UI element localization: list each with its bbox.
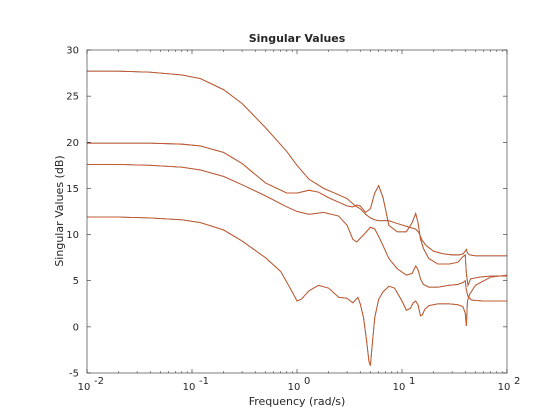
x-tick-label-1: 10 [78, 382, 91, 393]
series-line-1 [87, 70, 507, 257]
x-tick-label-2: 10 [183, 382, 196, 393]
x-tick-exponent-4: 1 [409, 376, 415, 387]
y-tick-label-2: 0 [73, 322, 79, 333]
x-tick-exponent-5: 2 [514, 376, 520, 387]
x-tick-exponent-3: 0 [304, 376, 310, 387]
series-line-3 [87, 163, 507, 302]
y-tick-label-8: 30 [66, 46, 79, 57]
y-tick-label-3: 5 [73, 276, 79, 287]
y-tick-label-1: -5 [69, 369, 79, 380]
series-line-4 [87, 216, 508, 366]
x-tick-exponent-1: -2 [94, 376, 104, 387]
x-tick-label-3: 10 [288, 382, 301, 393]
x-tick-label-5: 10 [498, 382, 511, 393]
x-tick-exponent-2: -1 [199, 376, 209, 387]
series-line-2 [87, 142, 507, 288]
x-tick-label-4: 10 [393, 382, 406, 393]
x-axis-label: Frequency (rad/s) [249, 395, 346, 408]
y-tick-label-5: 15 [66, 184, 79, 195]
y-tick-label-4: 10 [66, 230, 79, 241]
series-layer [87, 70, 508, 366]
y-axis-label: Singular Values (dB) [53, 155, 66, 266]
chart-title: Singular Values [249, 32, 346, 45]
y-tick-label-7: 25 [66, 92, 79, 103]
y-tick-label-6: 20 [66, 138, 79, 149]
